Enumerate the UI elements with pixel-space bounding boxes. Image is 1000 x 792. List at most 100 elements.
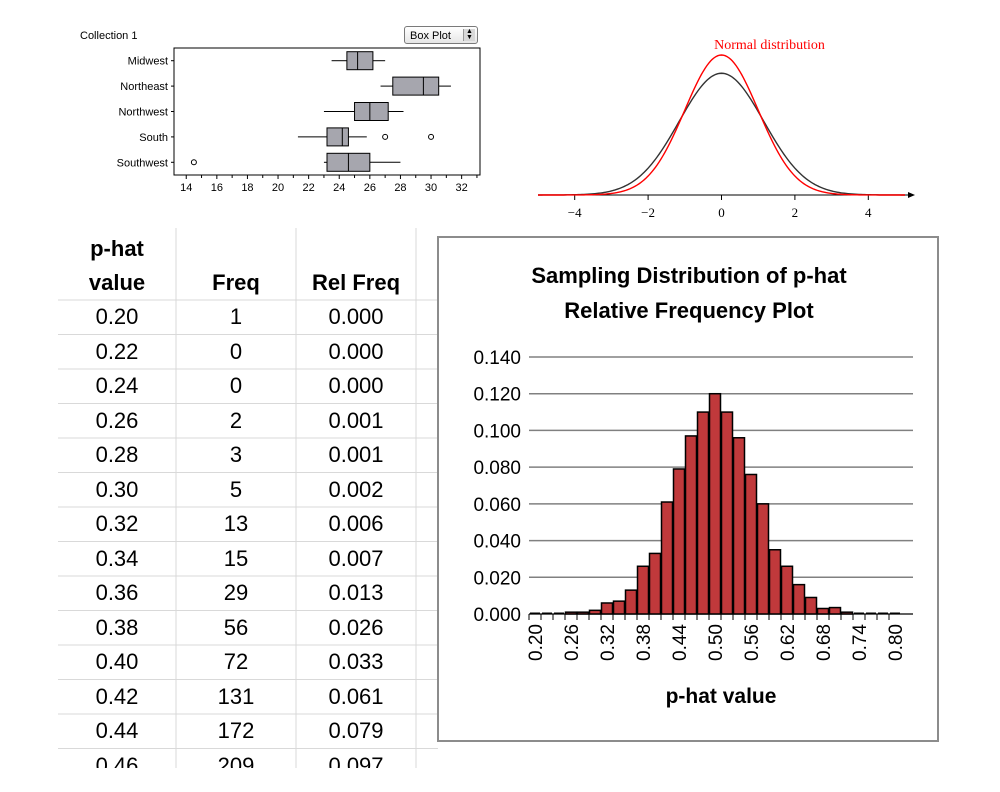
phat-cell: 0.28	[95, 442, 139, 467]
histogram-bar	[636, 565, 650, 615]
histogram-bar	[564, 611, 578, 615]
freq-cell: 0	[229, 338, 243, 364]
relfreq-cell: 0.079	[328, 718, 384, 743]
freq-cell: 56	[223, 614, 249, 640]
x-tick-label: 24	[333, 182, 345, 194]
x-tick-label: 0.50	[706, 624, 727, 661]
phat-cell: 0.40	[95, 649, 139, 674]
boxplot-chart: 14 16 18 20 22 24 26 28 30 32 Midwest Northeast Nort…	[117, 47, 481, 194]
y-tick-label: 0.120	[473, 385, 521, 406]
freq-cell: 172	[217, 718, 255, 743]
phat-cell: 0.32	[95, 511, 139, 536]
phat-cell: 0.38	[95, 614, 139, 640]
category-label: South	[139, 132, 168, 144]
histogram-bar	[624, 589, 638, 615]
phat-cell: 0.24	[95, 373, 139, 398]
y-tick-label: 0.140	[473, 348, 521, 369]
category-label: Southwest	[117, 157, 168, 169]
x-tick-label: 0.32	[598, 624, 619, 661]
x-tick-label: 0.62	[778, 624, 799, 661]
freq-cell: 131	[217, 683, 255, 709]
x-tick-label: 0.38	[634, 624, 655, 661]
histogram-bar	[768, 549, 782, 615]
relfreq-cell: 0.026	[328, 614, 384, 640]
outlier-point	[428, 133, 435, 140]
histogram-bar	[600, 602, 614, 615]
histogram-bar	[804, 596, 818, 615]
phat-cell: 0.46	[95, 752, 139, 769]
y-tick-label: 0.000	[473, 605, 521, 626]
category-label: Northwest	[118, 107, 168, 119]
x-tick-label: 0	[718, 205, 725, 220]
histogram-bar	[660, 501, 674, 615]
histogram-bar	[648, 552, 662, 615]
y-tick-label: 0.040	[473, 532, 521, 553]
relfreq-cell: 0.097	[328, 752, 384, 769]
freq-cell: 1	[229, 304, 243, 329]
frequency-table: p-hat value Freq Rel Freq 0.20 1 0.000 0.22…	[58, 228, 438, 768]
comparison-curve-dark	[538, 72, 905, 196]
histogram-bar	[732, 437, 746, 615]
x-tick-label: −4	[568, 205, 582, 220]
header-relfreq: Rel Freq	[311, 270, 401, 295]
relfreq-cell: 0.007	[328, 545, 384, 571]
chart-title-line2: Relative Frequency Plot	[564, 298, 814, 323]
up-down-stepper-icon[interactable]: ▲ ▼	[463, 28, 475, 41]
x-tick-label: 0.20	[526, 624, 547, 661]
chart-title-line1: Sampling Distribution of p-hat	[531, 263, 847, 288]
plot-type-select[interactable]: Box Plot ▲ ▼	[404, 26, 478, 44]
histogram-bar	[792, 583, 806, 615]
histogram-bar	[696, 411, 710, 615]
histogram-bar	[588, 609, 602, 615]
category-label: Northeast	[120, 81, 168, 93]
normal-curve-red	[538, 54, 905, 196]
phat-cell: 0.44	[95, 718, 139, 743]
y-tick-label: 0.080	[473, 458, 521, 479]
phat-cell: 0.20	[95, 304, 139, 329]
histogram-bar	[576, 611, 590, 615]
phat-cell: 0.36	[95, 580, 139, 605]
box-northeast	[392, 76, 440, 96]
phat-cell: 0.22	[95, 338, 139, 364]
freq-cell: 13	[223, 511, 249, 536]
freq-cell: 0	[229, 373, 243, 398]
x-tick-label: 32	[456, 182, 468, 194]
histogram-bar	[756, 503, 770, 615]
x-tick-label: 4	[865, 205, 872, 220]
box-northwest	[354, 102, 389, 121]
header-freq: Freq	[212, 270, 260, 295]
x-tick-label: 0.68	[814, 624, 835, 661]
histogram-chart: Sampling Distribution of p-hat Relative F…	[473, 263, 913, 708]
x-tick-label: 14	[180, 182, 192, 194]
freq-cell: 5	[229, 476, 243, 502]
x-tick-label: 18	[241, 182, 253, 194]
relfreq-cell: 0.001	[328, 407, 384, 433]
freq-cell: 2	[229, 407, 243, 433]
box-midwest	[346, 51, 374, 71]
histogram-bar	[744, 473, 758, 615]
plot-type-selected-value: Box Plot	[410, 30, 451, 42]
x-axis-label: p-hat value	[666, 685, 777, 708]
freq-cell: 3	[229, 442, 243, 467]
normal-distribution-chart: −4 −2 0 2 4 Normal distribution	[538, 38, 915, 220]
normal-distribution-label: Normal distribution	[714, 38, 825, 53]
histogram-bar	[720, 411, 734, 615]
collection-title: Collection 1	[80, 30, 138, 42]
phat-cell: 0.30	[95, 476, 139, 502]
freq-cell: 209	[217, 752, 255, 769]
phat-cell: 0.34	[95, 545, 139, 571]
x-tick-label: 0.74	[850, 624, 871, 661]
x-tick-label: −2	[641, 205, 655, 220]
x-tick-label: 26	[364, 182, 376, 194]
histogram-bar	[816, 607, 830, 615]
relfreq-cell: 0.013	[328, 580, 384, 605]
x-tick-label: 28	[394, 182, 406, 194]
freq-cell: 72	[223, 649, 249, 674]
relfreq-cell: 0.002	[328, 476, 384, 502]
x-tick-label: 0.80	[886, 624, 907, 661]
histogram-bar	[672, 468, 686, 615]
x-tick-label: 0.44	[670, 624, 691, 661]
phat-cell: 0.26	[95, 407, 139, 433]
x-tick-label: 0.26	[562, 624, 583, 661]
x-tick-label: 0.56	[742, 624, 763, 661]
